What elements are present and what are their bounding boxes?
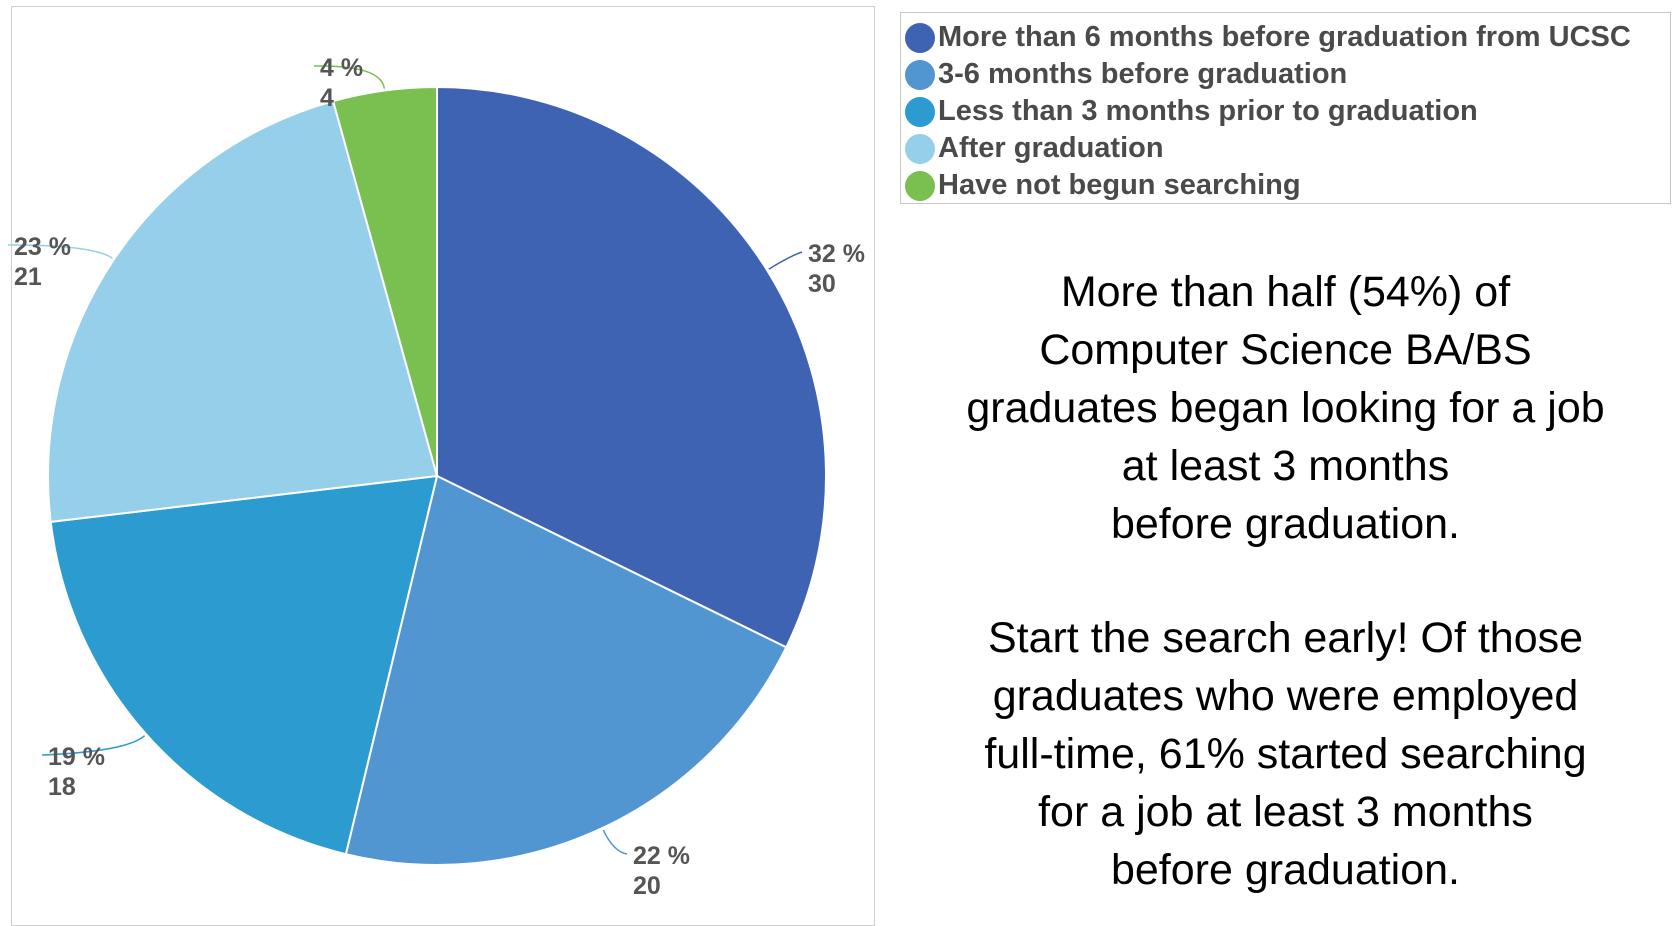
advice-note: Start the search early! Of those graduat…: [900, 609, 1671, 899]
legend-swatch-icon: [905, 59, 935, 90]
pie-slice[interactable]: [47, 99, 439, 523]
slice-count-label: 21: [14, 263, 42, 291]
legend: More than 6 months before graduation fro…: [900, 12, 1671, 204]
legend-swatch-icon: [905, 170, 935, 201]
note-line: for a job at least 3 months: [1038, 788, 1533, 836]
legend-label: 3-6 months before graduation: [938, 58, 1348, 90]
pie-slice[interactable]: [344, 474, 788, 866]
slice-count-label: 20: [633, 872, 661, 900]
legend-item[interactable]: After graduation: [905, 130, 1670, 167]
label-leaders: [7, 65, 803, 855]
slice-percent-label: 23 %: [14, 233, 71, 261]
pie-slice[interactable]: [436, 85, 827, 649]
slice-count-label: 18: [48, 773, 76, 801]
note-line: full-time, 61% started searching: [984, 730, 1587, 778]
summary-note: More than half (54%) of Computer Science…: [900, 263, 1671, 553]
legend-item[interactable]: Have not begun searching: [905, 167, 1670, 204]
slice-labels: 32 %30 22 %20 19 %18 23 %21 4 %4: [14, 54, 865, 900]
label-leader-line: [41, 735, 146, 756]
pie-slices: [47, 85, 827, 866]
pie-slice[interactable]: [49, 474, 439, 856]
note-line: Computer Science BA/BS: [1039, 326, 1532, 374]
legend-label: After graduation: [938, 132, 1164, 164]
slice-percent-label: 4 %: [320, 54, 363, 82]
label-leader-line: [7, 244, 113, 259]
note-line: before graduation.: [1110, 846, 1461, 894]
slice-count-label: 30: [808, 270, 836, 298]
legend-item[interactable]: More than 6 months before graduation fro…: [905, 19, 1670, 56]
pie-chart: 32 %30 22 %20 19 %18 23 %21 4 %4: [7, 54, 865, 900]
legend-swatch-icon: [905, 96, 935, 127]
legend-label: Have not begun searching: [938, 169, 1301, 201]
note-line: before graduation.: [1110, 500, 1461, 548]
label-leader-line: [602, 829, 628, 855]
legend-label: Less than 3 months prior to graduation: [938, 95, 1478, 127]
legend-item[interactable]: 3-6 months before graduation: [905, 56, 1670, 93]
label-leader-line: [313, 65, 386, 89]
label-leader-line: [768, 251, 803, 270]
note-line: graduates who were employed: [992, 672, 1579, 720]
note-line: graduates began looking for a job: [966, 384, 1605, 432]
pie-slice[interactable]: [331, 85, 438, 477]
slice-percent-label: 32 %: [808, 240, 865, 268]
legend-label: More than 6 months before graduation fro…: [938, 21, 1631, 53]
note-line: More than half (54%) of: [1060, 268, 1511, 316]
note-line: Start the search early! Of those: [987, 614, 1584, 662]
slice-count-label: 4: [320, 84, 334, 112]
legend-swatch-icon: [905, 133, 935, 164]
note-line: at least 3 months: [1121, 442, 1450, 490]
slice-percent-label: 19 %: [48, 743, 105, 771]
legend-item[interactable]: Less than 3 months prior to graduation: [905, 93, 1670, 130]
legend-swatch-icon: [905, 22, 935, 53]
slice-percent-label: 22 %: [633, 842, 690, 870]
